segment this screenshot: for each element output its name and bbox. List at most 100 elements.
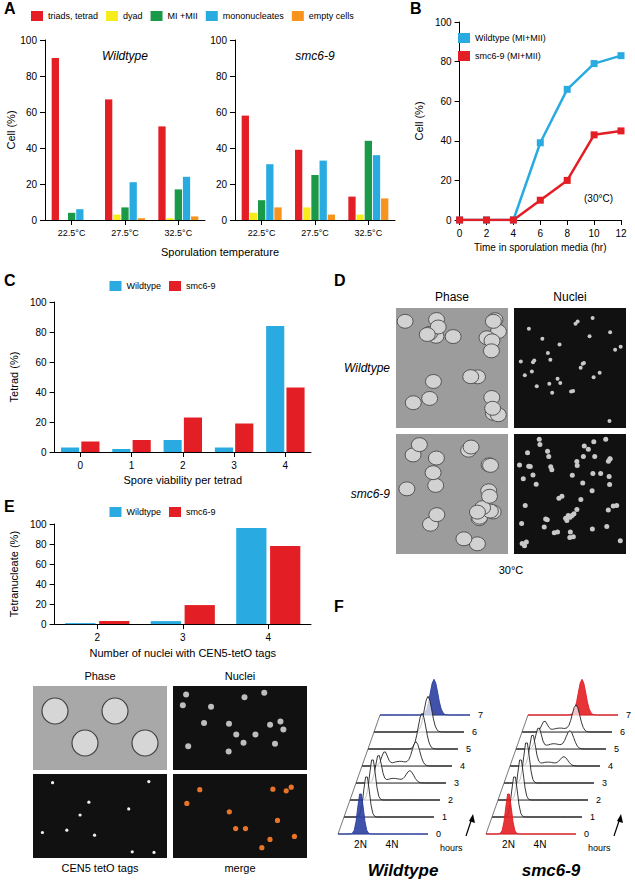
svg-text:Wildtype: Wildtype — [126, 507, 161, 517]
svg-text:Nuclei: Nuclei — [225, 670, 256, 682]
svg-text:30°C: 30°C — [499, 564, 524, 576]
svg-text:40: 40 — [440, 135, 452, 146]
svg-text:0: 0 — [457, 228, 463, 239]
svg-text:0: 0 — [77, 460, 83, 471]
svg-text:80: 80 — [35, 327, 47, 338]
svg-text:Spore viability per tetrad: Spore viability per tetrad — [123, 474, 242, 486]
svg-text:4: 4 — [608, 761, 613, 771]
svg-text:4N: 4N — [386, 839, 399, 850]
svg-text:100: 100 — [435, 17, 452, 28]
svg-text:hours: hours — [440, 843, 463, 853]
svg-text:60: 60 — [35, 357, 47, 368]
svg-text:20: 20 — [35, 417, 47, 428]
svg-text:MI +MII: MI +MII — [168, 11, 198, 21]
svg-text:Sporulation temperature: Sporulation temperature — [161, 246, 279, 258]
svg-text:4: 4 — [283, 460, 289, 471]
svg-text:smc6-9: smc6-9 — [186, 507, 216, 517]
svg-text:60: 60 — [440, 96, 452, 107]
svg-text:40: 40 — [35, 579, 47, 590]
svg-text:32.5°C: 32.5°C — [355, 228, 383, 238]
svg-text:3: 3 — [454, 778, 459, 788]
svg-text:3: 3 — [180, 632, 186, 643]
svg-text:80: 80 — [26, 71, 38, 82]
svg-text:1: 1 — [129, 460, 135, 471]
svg-text:Wildtype: Wildtype — [102, 49, 148, 63]
svg-text:27.5°C: 27.5°C — [301, 228, 329, 238]
svg-text:smc6-9 (MI+MII): smc6-9 (MI+MII) — [475, 51, 541, 61]
svg-text:40: 40 — [35, 387, 47, 398]
svg-text:6: 6 — [538, 228, 544, 239]
svg-text:5: 5 — [466, 744, 471, 754]
svg-text:60: 60 — [26, 107, 38, 118]
svg-text:Wildtype: Wildtype — [126, 281, 161, 291]
svg-text:Cell (%): Cell (%) — [413, 101, 425, 140]
svg-text:80: 80 — [35, 539, 47, 550]
svg-text:6: 6 — [472, 727, 477, 737]
svg-text:0: 0 — [41, 619, 47, 630]
svg-text:4N: 4N — [534, 839, 547, 850]
svg-text:10: 10 — [589, 228, 601, 239]
svg-text:CEN5 tetO tags: CEN5 tetO tags — [61, 862, 139, 874]
svg-text:0: 0 — [31, 215, 37, 226]
svg-text:dyad: dyad — [123, 11, 143, 21]
svg-text:mononucleates: mononucleates — [223, 11, 285, 21]
svg-text:smc6-9: smc6-9 — [295, 49, 335, 63]
svg-text:2: 2 — [448, 795, 453, 805]
svg-text:20: 20 — [440, 175, 452, 186]
svg-text:12: 12 — [615, 228, 627, 239]
svg-text:3: 3 — [602, 778, 607, 788]
svg-text:Phase: Phase — [84, 670, 115, 682]
svg-text:2: 2 — [180, 460, 186, 471]
svg-text:20: 20 — [26, 179, 38, 190]
svg-text:0: 0 — [584, 829, 589, 839]
svg-text:triads, tetrad: triads, tetrad — [48, 11, 98, 21]
svg-text:Wildtype (MI+MII): Wildtype (MI+MII) — [475, 33, 546, 43]
svg-text:smc6-9: smc6-9 — [351, 487, 391, 501]
svg-text:1: 1 — [442, 812, 447, 822]
svg-text:2N: 2N — [502, 839, 515, 850]
svg-text:5: 5 — [614, 744, 619, 754]
svg-text:80: 80 — [440, 56, 452, 67]
svg-text:Tetrad (%): Tetrad (%) — [8, 352, 20, 403]
svg-text:27.5°C: 27.5°C — [111, 228, 139, 238]
svg-text:7: 7 — [626, 710, 631, 720]
svg-text:4: 4 — [511, 228, 517, 239]
svg-text:2: 2 — [95, 632, 101, 643]
svg-text:empty cells: empty cells — [309, 11, 355, 21]
svg-text:(30°C): (30°C) — [584, 193, 613, 204]
svg-text:32.5°C: 32.5°C — [165, 228, 193, 238]
svg-text:Wildtype: Wildtype — [368, 861, 439, 880]
svg-text:3: 3 — [231, 460, 237, 471]
svg-text:60: 60 — [216, 107, 228, 118]
svg-text:0: 0 — [446, 215, 452, 226]
svg-text:40: 40 — [216, 143, 228, 154]
svg-text:100: 100 — [30, 519, 47, 530]
svg-text:Cell (%): Cell (%) — [5, 110, 17, 149]
svg-text:6: 6 — [620, 727, 625, 737]
svg-text:2: 2 — [596, 795, 601, 805]
svg-text:60: 60 — [35, 559, 47, 570]
svg-text:22.5°C: 22.5°C — [248, 228, 276, 238]
svg-text:7: 7 — [478, 710, 483, 720]
svg-text:Wildtype: Wildtype — [344, 361, 390, 375]
svg-text:Nuclei: Nuclei — [553, 290, 586, 304]
svg-text:100: 100 — [210, 35, 227, 46]
svg-text:Time in sporulation media (hr): Time in sporulation media (hr) — [474, 242, 606, 253]
svg-text:80: 80 — [216, 71, 228, 82]
svg-text:Number of nuclei with CEN5-tet: Number of nuclei with CEN5-tetO tags — [90, 647, 277, 659]
svg-text:smc6-9: smc6-9 — [186, 281, 216, 291]
svg-text:22.5°C: 22.5°C — [58, 228, 86, 238]
svg-text:0: 0 — [41, 447, 47, 458]
svg-text:100: 100 — [30, 297, 47, 308]
svg-text:100: 100 — [20, 35, 37, 46]
svg-text:2N: 2N — [354, 839, 367, 850]
svg-text:1: 1 — [590, 812, 595, 822]
svg-text:20: 20 — [35, 599, 47, 610]
svg-text:merge: merge — [224, 862, 255, 874]
svg-text:40: 40 — [26, 143, 38, 154]
svg-text:hours: hours — [588, 843, 611, 853]
svg-text:8: 8 — [564, 228, 570, 239]
svg-text:4: 4 — [265, 632, 271, 643]
svg-text:Phase: Phase — [435, 290, 469, 304]
svg-text:20: 20 — [216, 179, 228, 190]
